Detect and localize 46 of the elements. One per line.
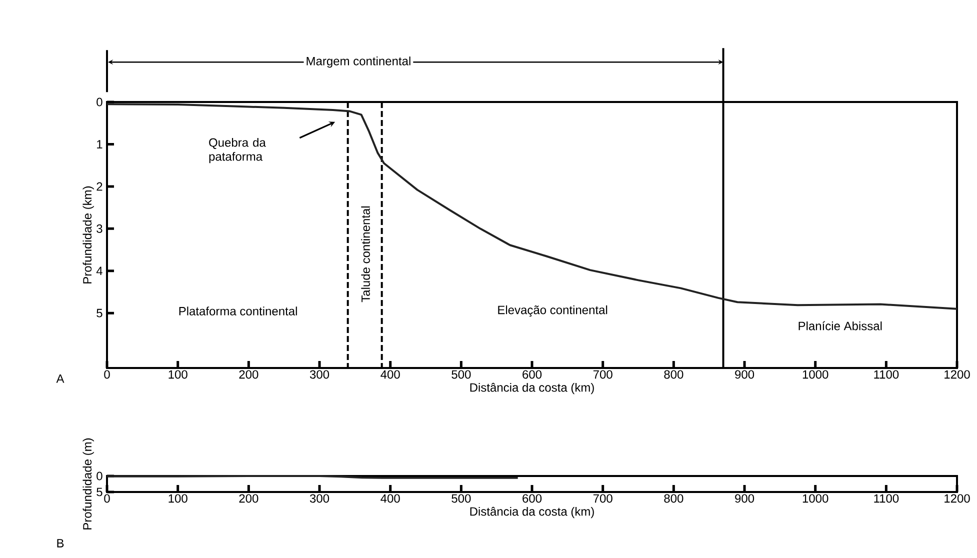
y-tick-label: 0	[96, 98, 102, 106]
y-tick-label: 2	[96, 182, 102, 191]
x-tick-label: 300	[310, 494, 330, 503]
y-tick-label: 5	[96, 488, 102, 496]
x-tick-label: 700	[593, 494, 612, 503]
x-tick-label: 600	[522, 494, 542, 503]
x-tick-label: 100	[168, 494, 188, 503]
x-tick-label: 200	[239, 370, 258, 379]
y-tick-label: 3	[96, 224, 102, 233]
text: Margem continental	[306, 56, 410, 68]
annotation: Plataforma continental	[179, 306, 297, 316]
x-tick-label: 0	[104, 370, 110, 379]
annotation: Quebra da pataforma	[209, 138, 266, 164]
x-tick-label: 500	[452, 494, 471, 503]
x-tick-label: 400	[380, 370, 400, 379]
x-tick-label: 0	[104, 494, 110, 503]
y-axis-title: Profundidade (km)	[82, 186, 94, 284]
x-tick-label: 500	[452, 370, 471, 379]
x-axis-title: Distância da costa (km)	[470, 382, 594, 394]
x-tick-label: 300	[310, 370, 330, 379]
text: B	[57, 539, 64, 548]
x-axis-title: Distância da costa (km)	[470, 506, 594, 518]
y-tick-label: 0	[96, 472, 102, 480]
x-tick-label: 900	[735, 370, 754, 379]
x-tick-label: 400	[380, 494, 400, 503]
annotation: Elevação continental	[498, 305, 608, 317]
x-tick-label: 1100	[874, 370, 899, 379]
x-tick-label: 1000	[802, 370, 828, 379]
x-tick-label: 1000	[802, 494, 828, 503]
x-tick-label: 800	[664, 494, 684, 503]
y-axis-title: Profundidade (m)	[82, 438, 94, 530]
y-tick-label: 1	[97, 140, 102, 148]
annotation: Planície Abissal	[798, 321, 882, 330]
y-tick-label: 5	[96, 308, 102, 318]
y-tick-label: 4	[96, 266, 102, 276]
x-tick-label: 1200	[944, 370, 970, 379]
x-tick-label: 100	[168, 370, 188, 379]
x-tick-label: 1100	[874, 494, 899, 503]
x-tick-label: 700	[593, 370, 612, 379]
x-tick-label: 1200	[944, 494, 970, 503]
x-tick-label: 900	[735, 494, 754, 503]
x-tick-label: 800	[664, 370, 684, 379]
x-tick-label: 600	[522, 370, 542, 379]
annotation: Talude continental	[361, 206, 370, 302]
text: A	[56, 374, 64, 383]
x-tick-label: 200	[239, 494, 258, 503]
